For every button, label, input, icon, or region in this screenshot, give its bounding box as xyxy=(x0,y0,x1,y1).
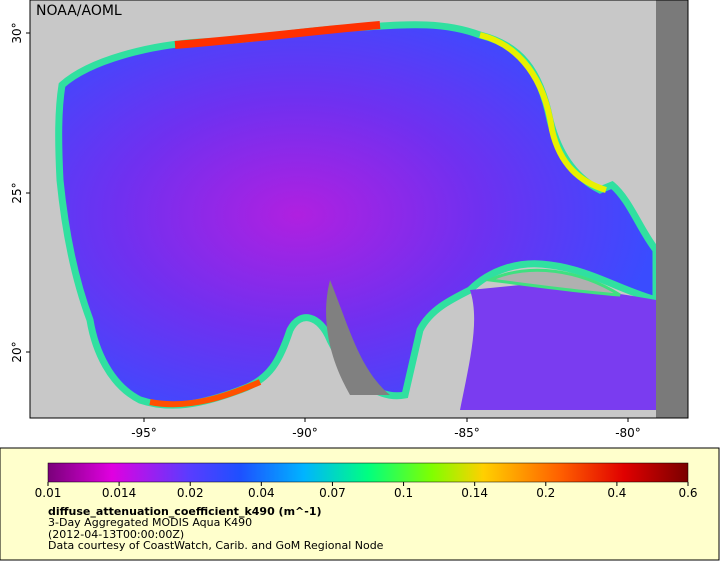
map-frame xyxy=(29,0,689,419)
no-data xyxy=(326,280,390,395)
lon-tick-label: -90° xyxy=(292,426,318,440)
caribbean-water xyxy=(460,285,656,410)
colorbar-tick-label: 0.1 xyxy=(394,486,413,500)
lon-tick-label: -85° xyxy=(454,426,480,440)
cuba xyxy=(484,268,621,297)
no-data-strip xyxy=(656,0,688,418)
lat-tick-label: 25° xyxy=(10,182,24,203)
colorbar xyxy=(47,462,689,483)
lat-tick-label: 20° xyxy=(10,341,24,362)
lon-tick-label: -95° xyxy=(131,426,157,440)
map: NOAA/AOML xyxy=(29,0,689,419)
variable-name: diffuse_attenuation_coefficient_k490 (m^… xyxy=(48,505,322,518)
coastal-band xyxy=(149,379,262,408)
map-label: NOAA/AOML xyxy=(36,3,122,19)
description: 3-Day Aggregated MODIS Aqua K490 xyxy=(48,516,252,529)
colorbar-tick-label: 0.6 xyxy=(678,486,697,500)
colorbar-tick-label: 0.02 xyxy=(177,486,204,500)
coastal-band xyxy=(479,32,607,193)
time: (2012-04-13T00:00:00Z) xyxy=(48,528,184,541)
colorbar-tick-label: 0.4 xyxy=(607,486,626,500)
colorbar-tick-label: 0.14 xyxy=(461,486,488,500)
colorbar-tick-label: 0.014 xyxy=(102,486,136,500)
coastal-band xyxy=(174,21,381,49)
gulf-water xyxy=(55,21,660,409)
lon-axis: -95° -90° -85° -80° xyxy=(131,418,641,440)
colorbar-tick-label: 0.01 xyxy=(35,486,62,500)
colorbar-ticks: 0.01 0.014 0.02 0.04 0.07 0.1 0.14 0.2 0.4 0.6 xyxy=(35,482,698,500)
colorbar-tick-label: 0.04 xyxy=(248,486,275,500)
colorbar-tick-label: 0.2 xyxy=(536,486,555,500)
credit: Data courtesy of CoastWatch, Carib. and … xyxy=(48,539,384,552)
lat-axis: 30° 25° 20° xyxy=(10,22,30,363)
lat-tick-label: 30° xyxy=(10,22,24,43)
lon-tick-label: -80° xyxy=(615,426,641,440)
colorbar-tick-label: 0.07 xyxy=(319,486,346,500)
